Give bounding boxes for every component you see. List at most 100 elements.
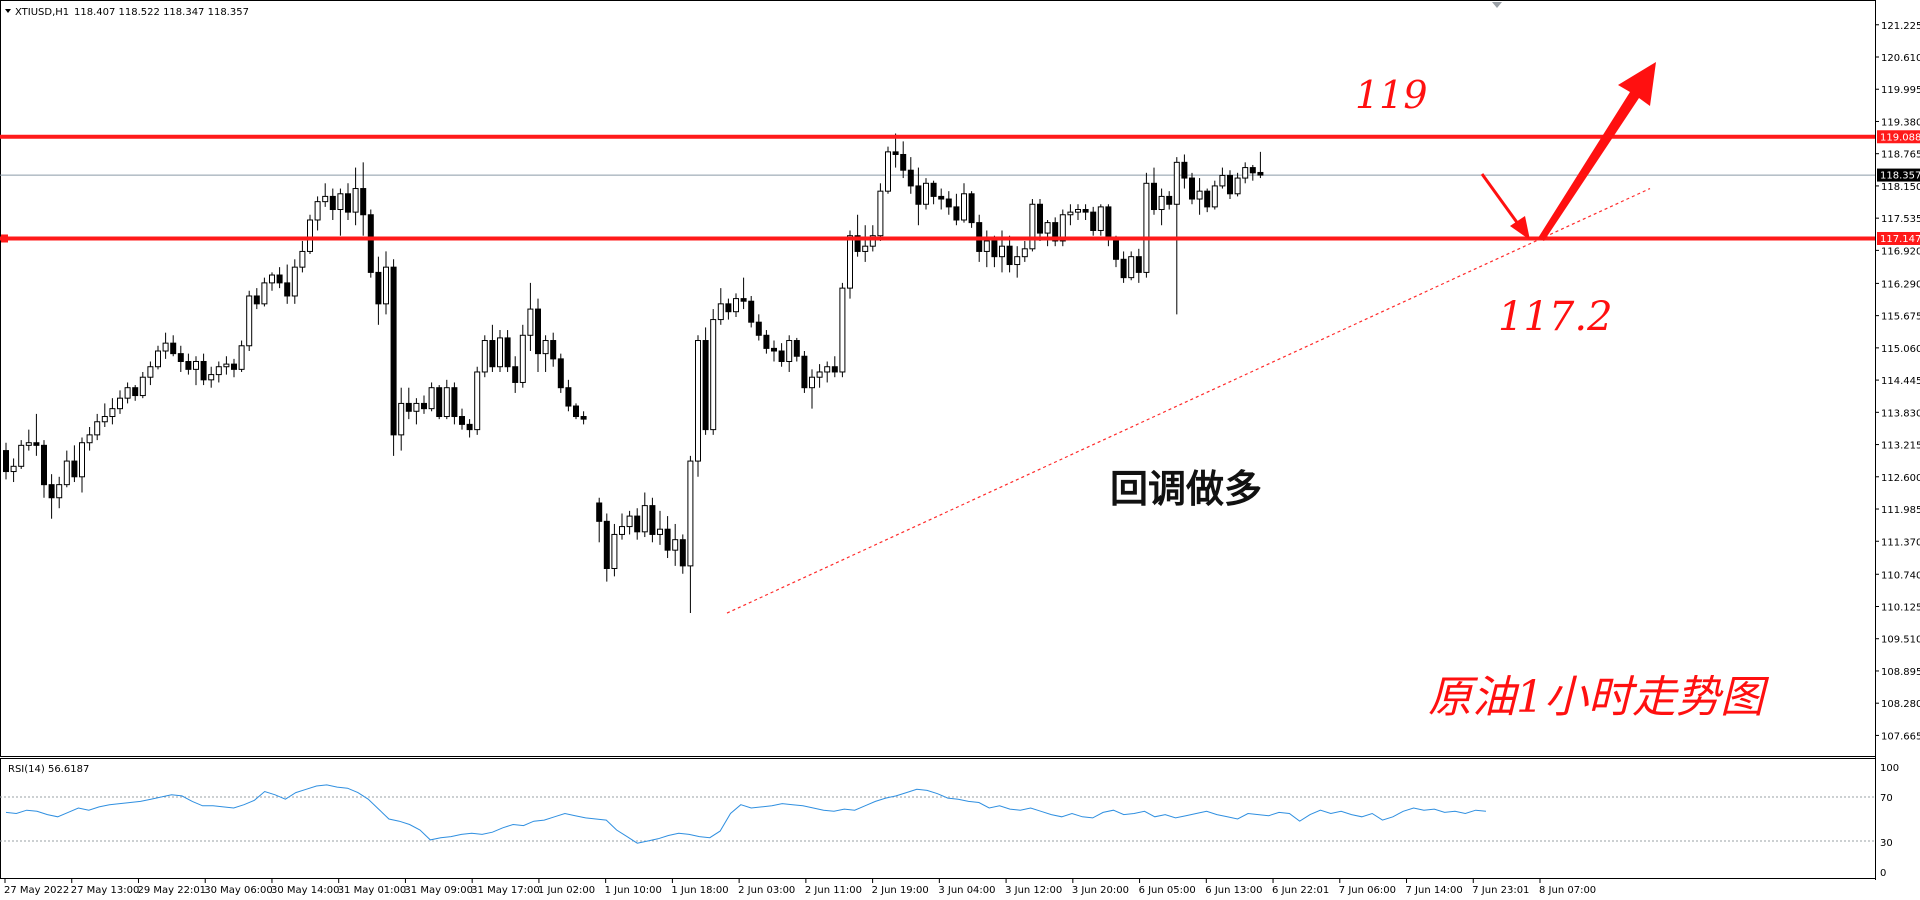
bull-candle-body — [542, 340, 549, 355]
candle — [94, 413, 101, 441]
bull-candle-body — [352, 188, 359, 213]
bear-candle-body — [1105, 206, 1112, 239]
support-price-tag: 117.147 — [1877, 231, 1920, 245]
candle — [1128, 251, 1135, 281]
candle — [664, 516, 671, 559]
candle — [619, 513, 625, 540]
candle — [63, 450, 70, 488]
bear-candle-body — [1120, 258, 1127, 279]
bear-candle-body — [1135, 256, 1142, 273]
bull-candle-body — [139, 376, 146, 397]
candle — [291, 259, 298, 304]
bull-candle-body — [1075, 209, 1081, 213]
bear-candle-body — [132, 387, 139, 397]
candle — [314, 196, 321, 231]
bull-candle-body — [155, 350, 161, 368]
bear-candle-body — [907, 169, 914, 187]
bear-candle-body — [451, 387, 458, 418]
candle — [535, 298, 541, 372]
bear-candle-body — [405, 402, 412, 412]
price-tick-label: 121.225 — [1881, 21, 1920, 32]
price-tick-label: 110.740 — [1881, 570, 1920, 581]
bear-candle-body — [367, 214, 374, 273]
bear-candle-body — [345, 193, 351, 213]
candle — [565, 379, 572, 412]
support-trendline — [726, 188, 1651, 614]
candle — [542, 335, 549, 372]
bull-candle-body — [999, 245, 1005, 258]
price-axis: 121.225 120.610 119.995 119.380 118.765 118.1… — [1875, 21, 1920, 742]
candle — [1151, 167, 1157, 215]
support-level-handle[interactable] — [1, 234, 8, 243]
candle — [86, 427, 93, 451]
bear-candle-body — [48, 484, 55, 499]
candle — [299, 240, 306, 273]
bull-candle-body — [710, 319, 717, 431]
candle — [276, 267, 283, 289]
candle — [1006, 235, 1013, 273]
candle — [413, 398, 420, 425]
bear-candle-body — [778, 350, 785, 362]
candle — [147, 361, 154, 386]
bull-candle-body — [641, 505, 648, 533]
bull-candle-body — [307, 219, 313, 252]
candle — [649, 497, 656, 543]
bear-candle-body — [831, 366, 838, 373]
symbol-dropdown-icon[interactable] — [5, 9, 11, 13]
time-tick-label: 2 Jun 03:00 — [738, 885, 795, 896]
candle — [208, 366, 215, 388]
bull-candle-body — [519, 334, 526, 383]
bull-candle-body — [86, 434, 93, 444]
candle — [497, 330, 503, 372]
bear-candle-body — [1166, 195, 1173, 205]
bull-candle-body — [862, 245, 869, 252]
candle — [367, 209, 374, 278]
bull-candle-body — [299, 250, 306, 268]
bull-candle-body — [79, 442, 85, 478]
svg-text:119.088: 119.088 — [1880, 132, 1920, 143]
candle — [1097, 204, 1104, 236]
bear-candle-body — [1151, 182, 1157, 211]
time-tick-label: 31 May 01:00 — [338, 885, 407, 896]
bull-candle-body — [1128, 256, 1135, 279]
candle — [101, 403, 108, 428]
time-tick-label: 8 Jun 07:00 — [1539, 885, 1596, 896]
candle — [1189, 172, 1195, 205]
bull-candle-body — [291, 266, 298, 297]
bull-candle-body — [1097, 206, 1104, 231]
candle — [634, 508, 641, 540]
bull-candle-body — [25, 442, 32, 446]
resistance-price-tag: 119.088 — [1877, 130, 1920, 144]
time-tick-label: 30 May 14:00 — [271, 885, 340, 896]
rsi-axis-0: 0 — [1880, 868, 1886, 879]
collapse-arrow-icon[interactable] — [1492, 2, 1502, 8]
bull-candle-body — [18, 444, 25, 467]
candle — [1120, 251, 1127, 283]
bull-candle-body — [269, 274, 275, 284]
bear-candle-body — [565, 387, 572, 407]
bull-candle-body — [63, 460, 70, 486]
candle — [580, 411, 587, 425]
bull-candle-body — [877, 190, 884, 237]
bull-candle-body — [223, 363, 230, 368]
bull-candle-body — [1014, 256, 1021, 266]
candle — [1067, 204, 1074, 226]
candle — [1082, 204, 1089, 220]
candle — [322, 183, 329, 207]
candle — [786, 335, 793, 372]
bull-candle-body — [10, 465, 17, 473]
candle — [527, 282, 534, 352]
bull-candle-body — [983, 240, 990, 252]
bear-candle-body — [679, 539, 686, 567]
bear-candle-body — [725, 303, 732, 313]
candlestick-series — [3, 133, 1264, 614]
candle — [702, 327, 709, 435]
bear-candle-body — [33, 442, 40, 446]
price-tick-label: 108.895 — [1881, 667, 1920, 678]
rsi-panel-frame — [0, 758, 1876, 879]
price-tick-label: 119.995 — [1881, 85, 1920, 96]
bear-candle-body — [930, 182, 937, 197]
bear-candle-body — [390, 266, 397, 436]
candle — [1014, 246, 1021, 278]
